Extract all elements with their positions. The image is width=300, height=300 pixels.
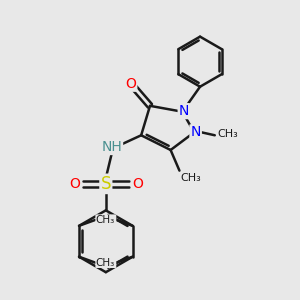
Text: CH₃: CH₃ [96,215,115,225]
Text: O: O [132,177,143,191]
Text: NH: NH [101,140,122,154]
Text: CH₃: CH₃ [181,173,202,183]
Text: N: N [190,125,201,139]
Text: CH₃: CH₃ [97,215,116,225]
Text: CH₃: CH₃ [218,129,238,139]
Text: O: O [69,177,80,191]
Text: N: N [179,104,189,118]
Text: S: S [100,175,111,193]
Text: O: O [125,77,136,91]
Text: CH₃: CH₃ [97,258,116,268]
Text: CH₃: CH₃ [96,258,115,268]
